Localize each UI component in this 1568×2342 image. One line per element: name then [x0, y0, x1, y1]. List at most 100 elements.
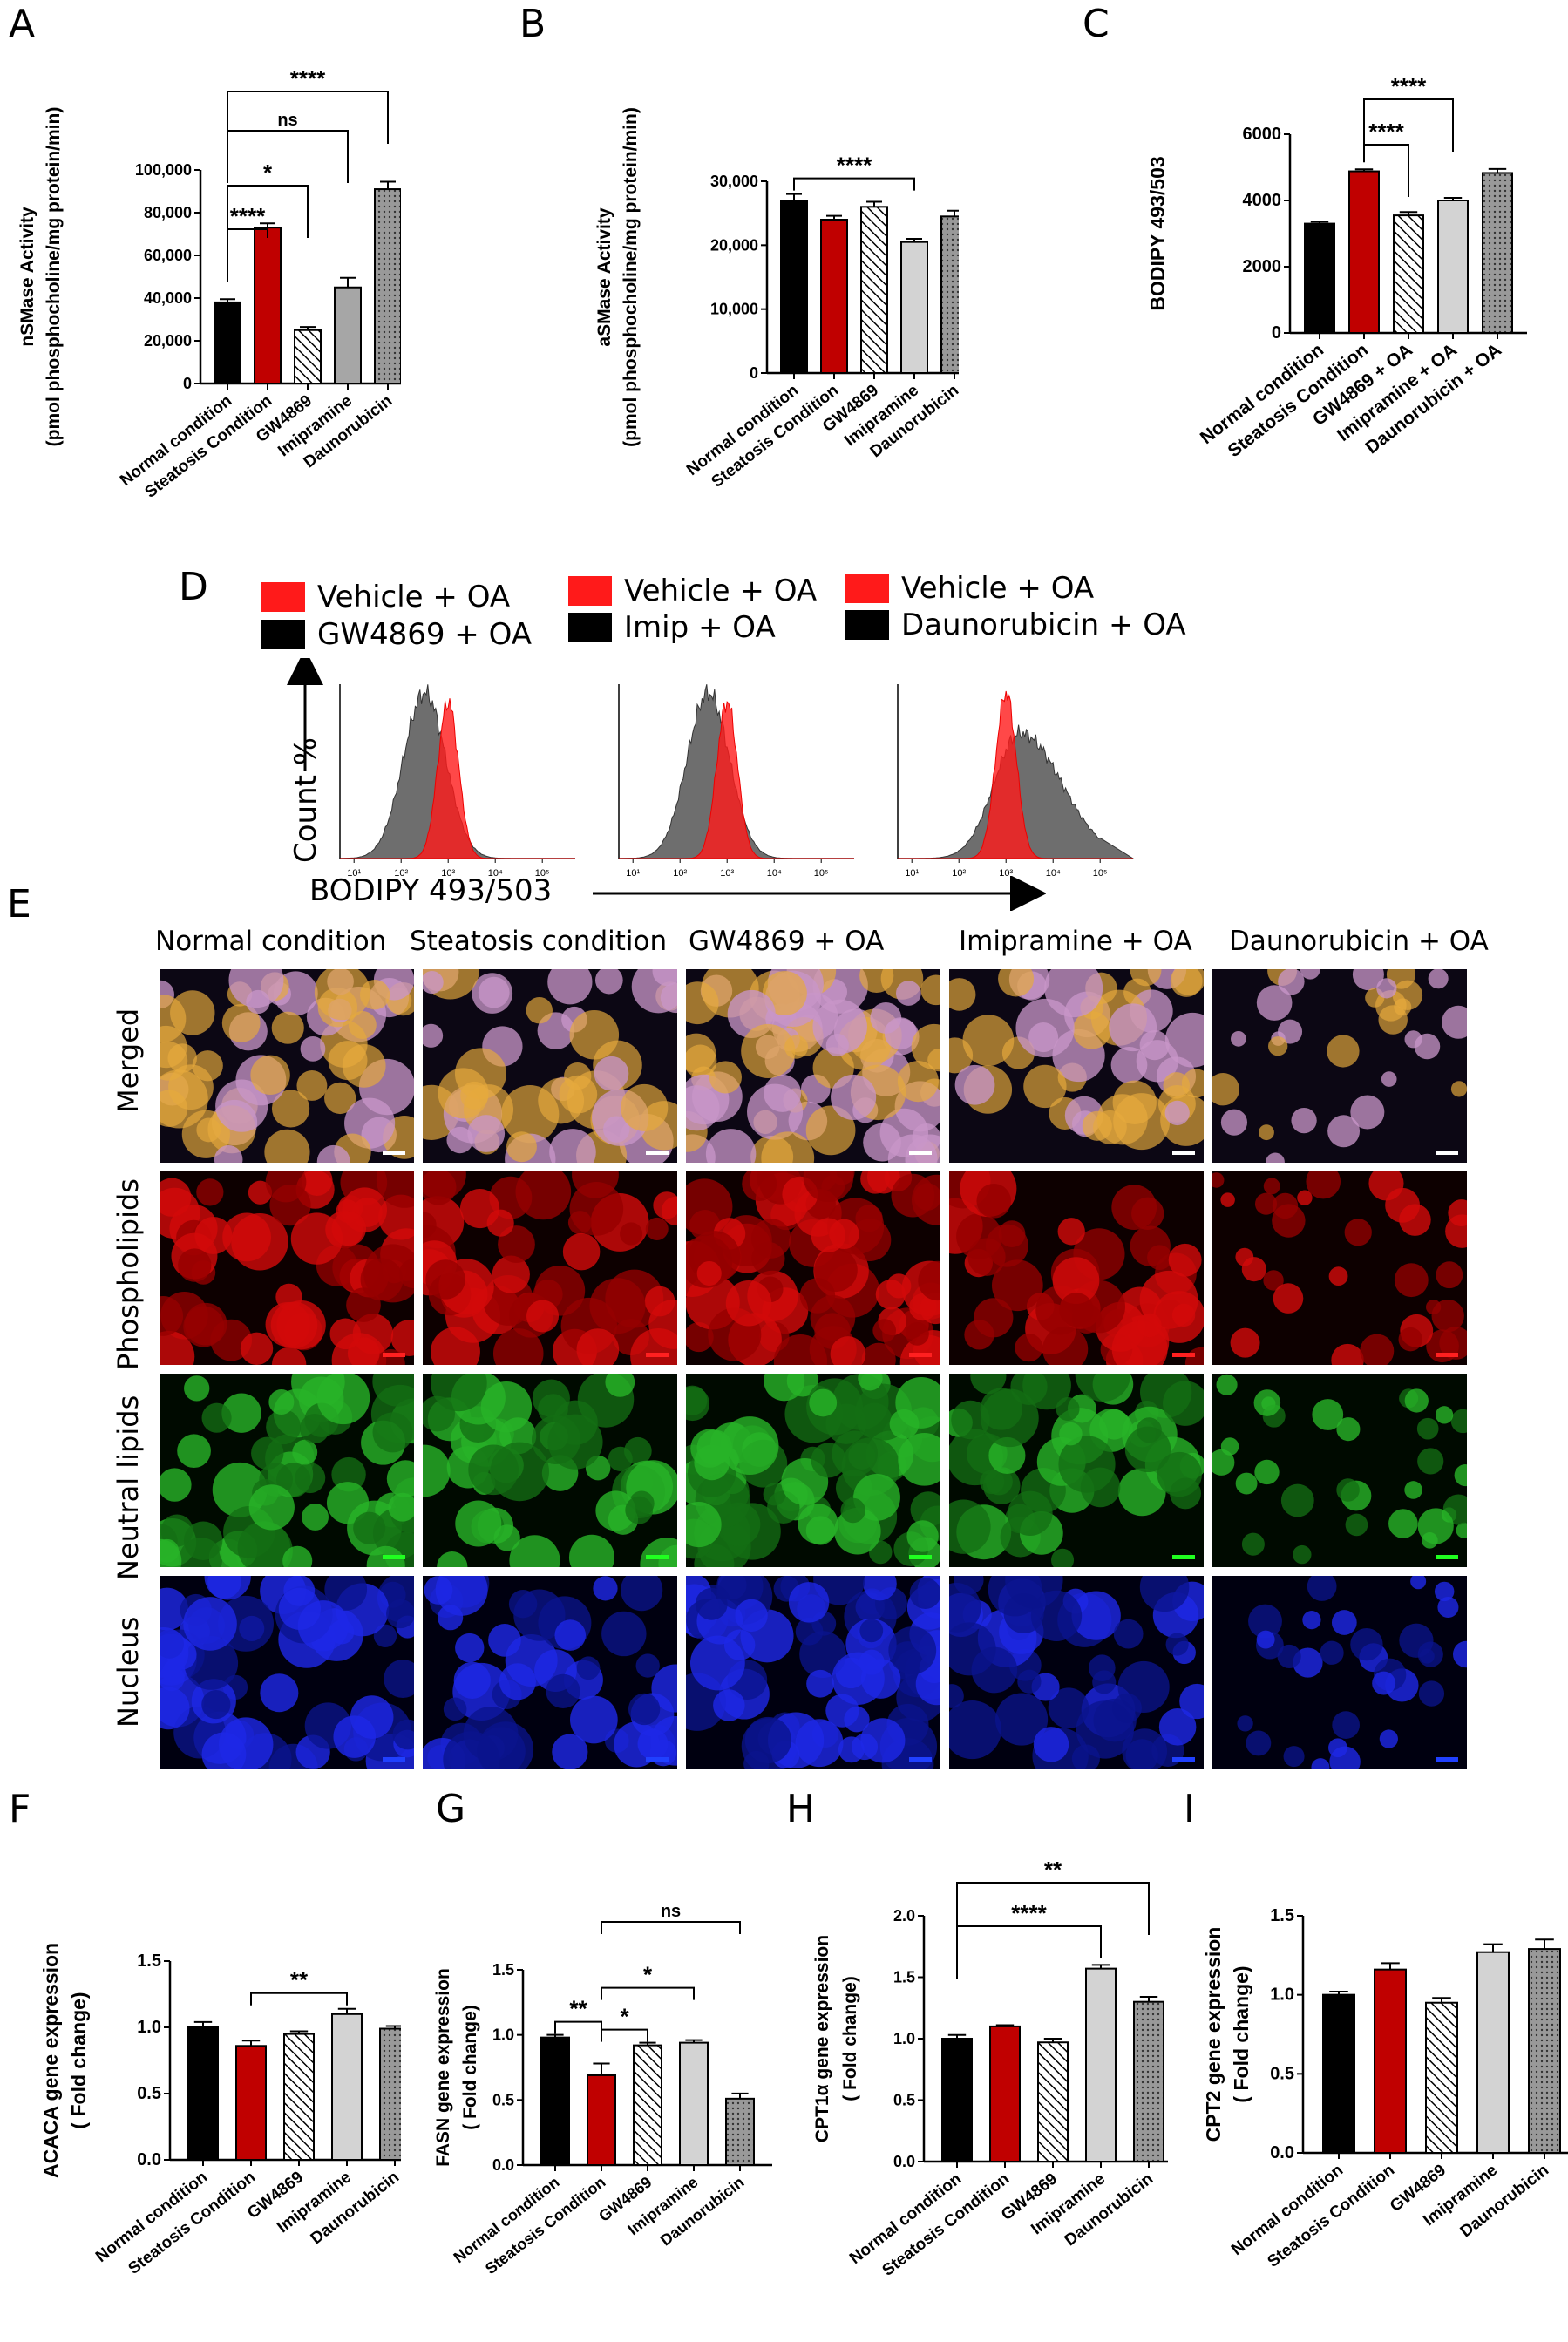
bar: [214, 301, 241, 384]
scale-bar: [1172, 1353, 1195, 1357]
y-axis-label-2: ( Fold change): [460, 2005, 480, 2130]
y-tick-label: 1.0: [893, 2030, 915, 2047]
chart-g-fasn: 0.0 0.5 1.0 1.5 FASN gene expression ( Fold c…: [433, 1902, 772, 2278]
significance-bracket: **: [250, 1967, 348, 2006]
y-tick-label: 0: [1272, 323, 1281, 343]
significance-label: *: [263, 160, 273, 186]
significance-bracket: *: [227, 160, 309, 238]
y-tick-label: 0: [750, 364, 758, 382]
svg-text:10³: 10³: [441, 868, 455, 879]
microscopy-image: [160, 1374, 414, 1567]
flow-legend-2-treat: Imip + OA: [568, 610, 776, 645]
microscopy-row-header: Neutral lipids: [112, 1395, 145, 1580]
microscopy-image: [949, 1576, 1204, 1769]
y-axis-label: nSMase Activity: [17, 207, 37, 347]
bar: [940, 215, 959, 374]
svg-text:10¹: 10¹: [626, 868, 640, 879]
y-tick-label: 6000: [1243, 125, 1282, 144]
bar: [1348, 170, 1380, 334]
microscopy-image: [686, 1171, 940, 1365]
panel-label-i: I: [1184, 1787, 1195, 1831]
microscopy-row-header: Nucleus: [112, 1616, 145, 1728]
microscopy-image: [423, 1576, 677, 1769]
chart-f-acaca: 0.0 0.5 1.0 1.5 ACACA gene expression( Fold …: [39, 1943, 401, 2278]
significance-label: ****: [1368, 119, 1404, 145]
bar: [1304, 222, 1335, 335]
svg-text:10²: 10²: [952, 868, 966, 879]
bar: [294, 329, 322, 384]
y-tick-label: 0.5: [1270, 2064, 1294, 2083]
significance-label: ****: [230, 203, 266, 229]
y-tick-label: 1.5: [137, 1952, 161, 1971]
y-tick-label: 100,000: [135, 161, 192, 179]
bar: [1085, 1967, 1117, 2162]
significance-label: *: [620, 2004, 629, 2030]
significance-bracket: **: [956, 1857, 1150, 1935]
scale-bar: [909, 1151, 932, 1155]
panel-label-g: G: [436, 1787, 466, 1831]
microscopy-row-header: Phospholipids: [112, 1178, 145, 1370]
significance-bracket: ****: [793, 153, 915, 191]
y-axis-label: ACACA gene expression: [39, 1943, 62, 2178]
red-swatch-icon: [261, 582, 305, 612]
svg-text:10²: 10²: [394, 868, 408, 879]
bar: [1437, 200, 1469, 334]
y-axis-label-2: ( Fold change): [1230, 1965, 1252, 2102]
significance-bracket: ****: [1363, 119, 1409, 197]
panel-label-d: D: [179, 565, 208, 609]
y-tick-label: 1.5: [492, 1961, 514, 1979]
bar: [283, 2033, 315, 2161]
svg-text:10¹: 10¹: [347, 868, 361, 879]
scale-bar: [646, 1353, 669, 1357]
bar: [334, 286, 362, 384]
bar: [1476, 1951, 1510, 2154]
significance-label: *: [643, 1962, 653, 1988]
significance-bracket: ns: [227, 111, 349, 183]
significance-label: ****: [1391, 73, 1427, 99]
significance-bracket: ****: [1363, 73, 1454, 152]
flow-legend-2-vehicle-label: Vehicle + OA: [624, 574, 818, 608]
y-tick-label: 10,000: [710, 301, 758, 318]
svg-text:10⁴: 10⁴: [1046, 868, 1061, 879]
bar: [254, 227, 282, 384]
y-axis-label: CPT1α gene expression: [812, 1935, 832, 2142]
scale-bar: [646, 1151, 669, 1155]
y-tick-label: 0.5: [492, 2091, 514, 2108]
flow-legend-1-treat-label: GW4869 + OA: [317, 617, 533, 652]
svg-text:10⁴: 10⁴: [767, 868, 782, 879]
scale-bar: [1436, 1757, 1458, 1762]
flow-legend-1-vehicle: Vehicle + OA: [261, 580, 510, 614]
chart-b-asmase: 0 10,000 20,000 30,000 aSMase Activity (pmol …: [594, 107, 959, 492]
microscopy-image: [949, 969, 1204, 1163]
red-swatch-icon: [568, 576, 612, 606]
microscopy-column-header: Imipramine + OA: [959, 926, 1192, 957]
scale-bar: [383, 1555, 405, 1559]
bar: [860, 206, 888, 375]
microscopy-image: [423, 969, 677, 1163]
bar: [235, 2045, 267, 2161]
y-tick-label: 0.0: [137, 2150, 161, 2169]
significance-bracket: ****: [227, 203, 268, 282]
bar: [1425, 2001, 1458, 2154]
y-tick-label: 0.0: [1270, 2143, 1294, 2162]
svg-text:10¹: 10¹: [905, 868, 919, 879]
microscopy-column-header: Normal condition: [155, 926, 387, 957]
flow-legend-3-vehicle-label: Vehicle + OA: [901, 571, 1095, 606]
svg-text:10⁵: 10⁵: [814, 868, 829, 879]
flow-histogram-2: 10¹ 10² 10³ 10⁴ 10⁵: [618, 684, 854, 879]
y-tick-label: 20,000: [144, 332, 192, 350]
panel-label-e: E: [7, 882, 31, 927]
black-swatch-icon: [261, 620, 305, 649]
panel-label-b: B: [519, 2, 546, 46]
svg-text:10²: 10²: [673, 868, 687, 879]
microscopy-image: [160, 969, 414, 1163]
black-swatch-icon: [845, 610, 889, 640]
y-tick-label: 1.0: [137, 2018, 161, 2037]
significance-label: ns: [661, 1902, 681, 1921]
flow-cytometry-panel: Count % 10¹ 10² 10³ 10⁴ 10⁵ 10¹ 10² 10³ 10⁴ 10⁵ 10…: [287, 658, 1135, 879]
bar: [1528, 1948, 1561, 2154]
panel-label-c: C: [1083, 2, 1110, 46]
y-tick-label: 1.0: [492, 2026, 514, 2044]
vehicle-histogram: [898, 690, 1133, 859]
